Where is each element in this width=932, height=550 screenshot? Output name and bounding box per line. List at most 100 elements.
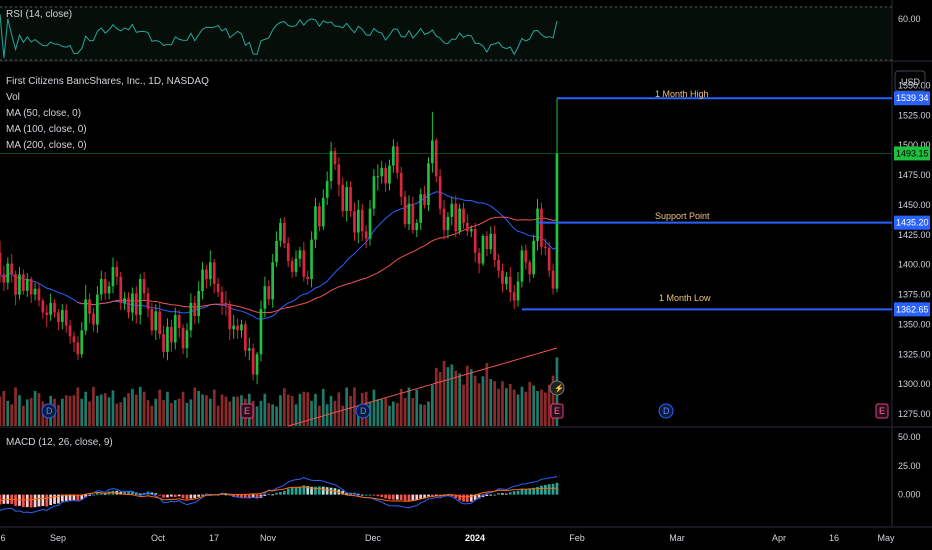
macd-histogram-bar	[290, 487, 294, 495]
macd-histogram-bar	[119, 491, 123, 495]
ma100-label: MA (100, close, 0)	[6, 124, 87, 135]
volume-bar	[446, 367, 450, 426]
macd-histogram-bar	[177, 494, 181, 497]
level-price-value: 1362.65	[896, 304, 929, 314]
volume-bar	[107, 397, 111, 426]
volume-bar	[271, 404, 274, 426]
candle-body	[162, 334, 165, 352]
candle-body	[84, 299, 87, 331]
price-tick-label: 1400.00	[898, 260, 931, 270]
candle-body	[372, 176, 376, 209]
candle-body	[142, 279, 146, 294]
volume-bar	[501, 381, 504, 426]
macd-histogram-bar	[434, 494, 438, 497]
candle-body	[197, 291, 200, 317]
volume-bar	[76, 387, 80, 426]
volume-bar	[193, 387, 197, 426]
macd-histogram-bar	[286, 488, 290, 495]
macd-histogram-bar	[532, 487, 535, 495]
volume-bar	[72, 395, 76, 426]
macd-histogram-bar	[544, 485, 547, 495]
macd-histogram-bar	[298, 486, 302, 495]
macd-histogram-bar	[458, 494, 461, 501]
volume-bar	[61, 398, 64, 426]
volume-bar	[212, 389, 216, 426]
symbol-title: First Citizens BancShares, Inc., 1D, NAS…	[6, 76, 209, 87]
volume-bar	[528, 381, 532, 426]
volume-bar	[462, 384, 465, 426]
x-tick-label: Nov	[260, 533, 277, 543]
volume-bar	[80, 398, 84, 426]
macd-histogram-bar	[127, 491, 130, 495]
level-price-tag	[894, 91, 930, 106]
candle-body	[392, 146, 395, 166]
macd-histogram-bar	[508, 492, 512, 495]
level-price-tag	[894, 215, 930, 230]
volume-bar	[131, 388, 134, 426]
volume-bar	[103, 393, 107, 426]
split-marker-glyph: ⚡	[554, 383, 564, 393]
macd-histogram-bar	[64, 494, 68, 501]
candle-body	[131, 293, 134, 313]
candle-body	[146, 293, 150, 309]
ma50-line	[0, 191, 558, 320]
macd-histogram-bar	[314, 486, 317, 495]
macd-histogram-bar	[489, 494, 493, 496]
currency-label: USD	[901, 77, 921, 87]
macd-histogram-bar	[427, 494, 430, 497]
candle-body	[259, 308, 263, 355]
volume-bar	[551, 375, 555, 426]
candle-body	[501, 270, 504, 284]
vol-label: Vol	[6, 92, 20, 103]
candle-body	[220, 292, 224, 303]
macd-histogram-bar	[501, 493, 504, 495]
candle-body	[505, 276, 508, 284]
candle-body	[212, 262, 216, 284]
volume-bar	[497, 388, 500, 426]
candle-body	[111, 267, 115, 287]
candle-body	[473, 228, 477, 253]
volume-bar	[181, 391, 185, 426]
candle-body	[516, 281, 520, 301]
candle-body	[267, 286, 271, 300]
rsi-label: RSI (14, close)	[6, 9, 73, 20]
candle-body	[88, 299, 91, 314]
macd-histogram-bar	[520, 489, 524, 495]
macd-histogram-bar	[18, 494, 21, 506]
candle-body	[57, 312, 60, 323]
volume-bar	[286, 394, 290, 426]
macd-histogram-bar	[271, 494, 274, 496]
candle-body	[166, 326, 169, 352]
earnings-marker-icon	[875, 403, 889, 419]
volume-bar	[544, 392, 547, 426]
macd-histogram-bar	[240, 494, 243, 498]
volume-bar	[197, 391, 200, 426]
macd-histogram-bar	[469, 494, 473, 502]
candle-body	[158, 311, 161, 334]
macd-histogram-bar	[411, 494, 415, 501]
rsi-line	[0, 14, 558, 59]
volume-bar	[329, 395, 333, 426]
candle-body	[181, 328, 185, 349]
macd-histogram-bar	[57, 494, 60, 504]
x-tick-label: May	[877, 533, 895, 543]
macd-histogram-bar	[283, 490, 286, 495]
level-price-value: 1435.20	[896, 218, 929, 228]
volume-bar	[37, 393, 41, 426]
volume-bar	[146, 400, 150, 426]
candle-body	[173, 314, 177, 343]
candle-body	[99, 279, 103, 295]
candle-body	[185, 330, 189, 349]
macd-histogram-bar	[170, 494, 173, 497]
volume-bar	[431, 384, 434, 426]
candle-body	[512, 292, 516, 301]
macd-histogram-bar	[466, 494, 469, 502]
candle-body	[103, 279, 107, 294]
price-tick-label: 1450.00	[898, 200, 931, 210]
macd-histogram-bar	[251, 494, 255, 498]
volume-bar	[57, 405, 60, 426]
volume-bar	[481, 376, 485, 426]
volume-bar	[469, 369, 473, 426]
candle-body	[349, 187, 352, 211]
